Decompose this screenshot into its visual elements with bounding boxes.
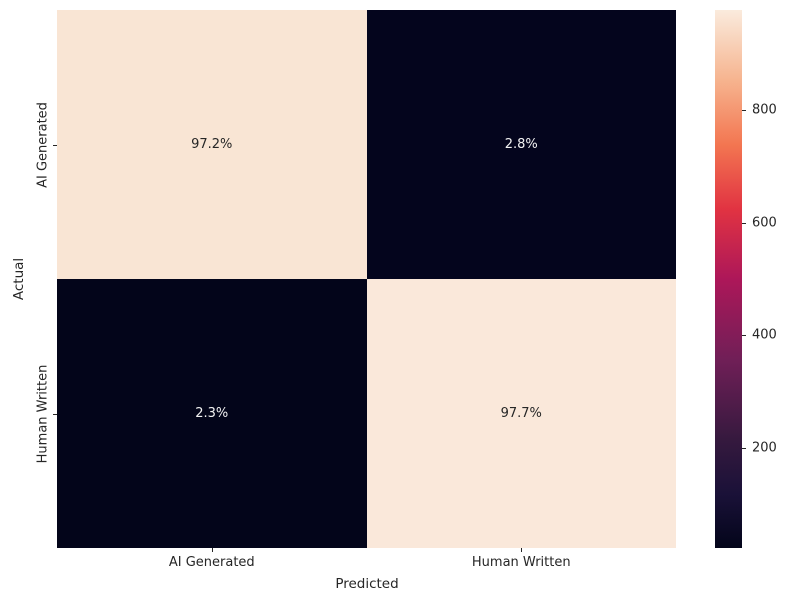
x-tick-mark	[211, 548, 213, 552]
x-axis-label: Predicted	[335, 576, 399, 592]
cell-value-label: 2.3%	[195, 406, 229, 421]
cell-value-label: 97.7%	[500, 406, 542, 421]
x-tick-label-human-written: Human Written	[471, 555, 571, 570]
y-axis-label: Actual	[11, 257, 27, 301]
heatmap-cell-human-written-vs-human-written: 97.7%	[366, 279, 676, 548]
colorbar-tick-label: 200	[752, 440, 777, 456]
heatmap-cell-human-written-vs-ai-generated: 2.3%	[57, 279, 367, 548]
colorbar-tick-mark	[742, 222, 746, 224]
y-tick-mark	[53, 144, 57, 146]
y-tick-mark	[53, 413, 57, 415]
colorbar-tick-mark	[742, 335, 746, 337]
colorbar-tick-label: 600	[752, 215, 777, 231]
x-tick-mark	[521, 548, 523, 552]
heatmap-cell-ai-generated-vs-human-written: 2.8%	[366, 10, 676, 279]
cell-value-label: 2.8%	[504, 137, 538, 152]
heatmap-cell-ai-generated-vs-ai-generated: 97.2%	[57, 10, 367, 279]
heatmap-cell-grid: 97.2% 2.8% 2.3% 97.7%	[57, 10, 676, 548]
colorbar-gradient	[715, 10, 742, 548]
cell-value-label: 97.2%	[191, 137, 233, 152]
x-tick-label-ai-generated: AI Generated	[168, 555, 255, 570]
y-tick-label-ai-generated: AI Generated	[35, 101, 51, 188]
colorbar-tick-label: 800	[752, 102, 777, 118]
colorbar-tick-mark	[742, 109, 746, 111]
heatmap: 97.2% 2.8% 2.3% 97.7%	[57, 10, 676, 548]
colorbar-tick-mark	[742, 448, 746, 450]
y-tick-label-human-written: Human Written	[35, 364, 51, 463]
colorbar-tick-label: 400	[752, 327, 777, 343]
colorbar	[715, 10, 742, 548]
